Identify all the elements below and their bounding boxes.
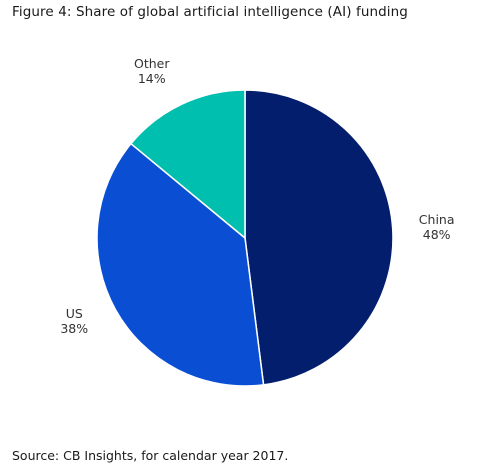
pie-slice-us [96,142,265,387]
slice-label-us: US 38% [44,306,104,336]
pie-slices [96,89,394,387]
slice-value-china: 48% [422,227,451,243]
source-note: Source: CB Insights, for calendar year 2… [12,448,289,463]
pie-slice-other [129,89,246,240]
slice-name-china: China [418,212,455,228]
slice-name-other: Other [134,56,170,72]
slice-value-other: 14% [137,71,166,87]
slice-name-us: US [65,305,83,321]
slice-label-other: Other 14% [122,56,182,86]
slice-value-us: 38% [60,320,89,336]
slice-label-china: China 48% [407,212,467,242]
pie-slice-china [244,89,394,386]
chart-title: Figure 4: Share of global artificial int… [12,4,408,20]
